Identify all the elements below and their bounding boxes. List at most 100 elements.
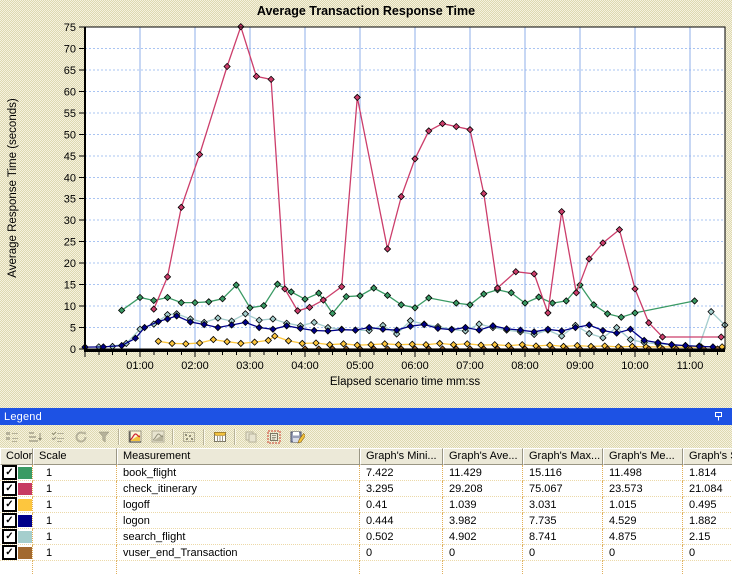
data-point: [448, 326, 456, 334]
data-point: [379, 325, 387, 333]
data-point: [475, 326, 483, 334]
paste-icon[interactable]: [263, 427, 285, 447]
legend-row-logon[interactable]: ✓ 1 logon 0.444 3.982 7.735 4.529 1.882: [0, 513, 732, 529]
data-point: [544, 309, 552, 317]
data-point: [324, 327, 332, 335]
data-point: [480, 290, 488, 298]
save-icon[interactable]: [286, 427, 308, 447]
measurement-checkbox[interactable]: ✓: [2, 513, 17, 528]
data-point: [370, 284, 378, 292]
data-point: [491, 341, 499, 349]
chart-title: Average Transaction Response Time: [257, 4, 475, 18]
data-point: [264, 336, 272, 345]
data-point: [195, 150, 204, 159]
data-point: [452, 299, 460, 307]
color-swatch[interactable]: [18, 466, 32, 479]
data-point: [548, 299, 557, 307]
y-tick-label: 45: [64, 151, 76, 163]
data-point: [393, 326, 401, 334]
pattern-icon: [178, 427, 200, 447]
data-point: [163, 315, 172, 323]
measurement-description-icon: [47, 427, 69, 447]
data-point: [599, 239, 607, 247]
median-cell: 1.015: [603, 497, 683, 513]
data-point: [512, 268, 520, 276]
legend-row-logoff[interactable]: ✓ 1 logoff 0.41 1.039 3.031 1.015 0.495: [0, 497, 732, 513]
data-point: [294, 307, 302, 315]
legend-row-search_flight[interactable]: ✓ 1 search_flight 0.502 4.902 8.741 4.875 2.15: [0, 529, 732, 545]
measurement-checkbox[interactable]: ✓: [2, 465, 17, 480]
x-tick-label: 07:00: [456, 360, 484, 372]
measurement-checkbox[interactable]: ✓: [2, 497, 17, 512]
avg-cell: 4.902: [443, 529, 523, 545]
min-cell: 0: [360, 545, 443, 561]
data-point: [118, 306, 126, 315]
data-point: [544, 325, 552, 333]
color-swatch[interactable]: [18, 498, 32, 511]
column-header-graph-s-max[interactable]: Graph's Max...: [523, 448, 603, 465]
y-tick-label: 5: [70, 323, 76, 335]
data-point: [717, 333, 725, 341]
data-point: [269, 325, 277, 333]
x-tick-label: 10:00: [621, 360, 649, 372]
column-header-color[interactable]: Color: [0, 448, 33, 465]
column-header-graph-s-ave[interactable]: Graph's Ave...: [443, 448, 523, 465]
data-point: [411, 155, 419, 163]
legend-titlebar[interactable]: Legend: [0, 408, 732, 425]
chart-panel: 0 5 10 15 20 25 30 35 40 45 50 55 60 65 70 75 01:00 02:00…: [0, 0, 732, 408]
color-swatch[interactable]: [18, 530, 32, 543]
data-point: [603, 310, 612, 318]
column-header-graph-s-mini[interactable]: Graph's Mini...: [360, 448, 443, 465]
measurement-cell: vuser_end_Transaction: [117, 545, 360, 561]
filler-cell: [443, 561, 523, 574]
column-header-graph-s-me[interactable]: Graph's Me...: [603, 448, 683, 465]
data-point: [154, 317, 162, 326]
data-point: [631, 285, 639, 293]
column-header-scale[interactable]: Scale: [33, 448, 117, 465]
avg-cell: 29.208: [443, 481, 523, 497]
color-swatch[interactable]: [18, 482, 32, 495]
measurement-checkbox[interactable]: ✓: [2, 481, 17, 496]
color-cell: ✓: [0, 481, 33, 497]
data-point: [232, 281, 240, 289]
data-point: [214, 323, 222, 332]
column-header-measurement[interactable]: Measurement: [117, 448, 360, 465]
x-tick-label: 11:00: [677, 360, 704, 372]
std-cell: 1.814: [683, 465, 732, 481]
data-point: [438, 119, 447, 128]
breakdown-window-icon[interactable]: [209, 427, 231, 447]
measurement-checkbox[interactable]: ✓: [2, 545, 17, 560]
data-point: [287, 288, 295, 296]
pin-icon[interactable]: [713, 411, 724, 422]
median-cell: 0: [603, 545, 683, 561]
data-point: [356, 292, 364, 300]
std-cell: 21.084: [683, 481, 732, 497]
data-point: [558, 327, 566, 335]
data-point: [312, 339, 320, 347]
data-point: [397, 192, 405, 201]
data-point: [136, 293, 144, 302]
x-tick-label: 04:00: [291, 360, 319, 372]
data-point: [516, 326, 525, 334]
configure-measurements-icon[interactable]: [124, 427, 146, 447]
data-point: [436, 339, 444, 348]
data-point: [590, 301, 598, 309]
data-point: [246, 304, 254, 312]
legend-row-check_itinerary[interactable]: ✓ 1 check_itinerary 3.295 29.208 75.067 23.573…: [0, 481, 732, 497]
data-point: [367, 341, 375, 349]
color-swatch[interactable]: [18, 546, 32, 559]
measurement-checkbox[interactable]: ✓: [2, 529, 17, 544]
filler-cell: [523, 561, 603, 574]
color-cell: ✓: [0, 545, 33, 561]
legend-row-vuser_end_Transaction[interactable]: ✓ 1 vuser_end_Transaction 0 0 0 0 0: [0, 545, 732, 561]
sort-measurements-icon: [24, 427, 46, 447]
column-header-graph-s-s[interactable]: Graph's S: [683, 448, 732, 465]
color-cell: ✓: [0, 497, 33, 513]
color-swatch[interactable]: [18, 514, 32, 527]
data-point: [507, 289, 515, 297]
color-cell: ✓: [0, 529, 33, 545]
x-tick-label: 01:00: [126, 360, 154, 372]
data-point: [585, 321, 593, 329]
series-book_flight: [118, 280, 699, 321]
legend-row-book_flight[interactable]: ✓ 1 book_flight 7.422 11.429 15.116 11.498 1.81…: [0, 465, 732, 481]
